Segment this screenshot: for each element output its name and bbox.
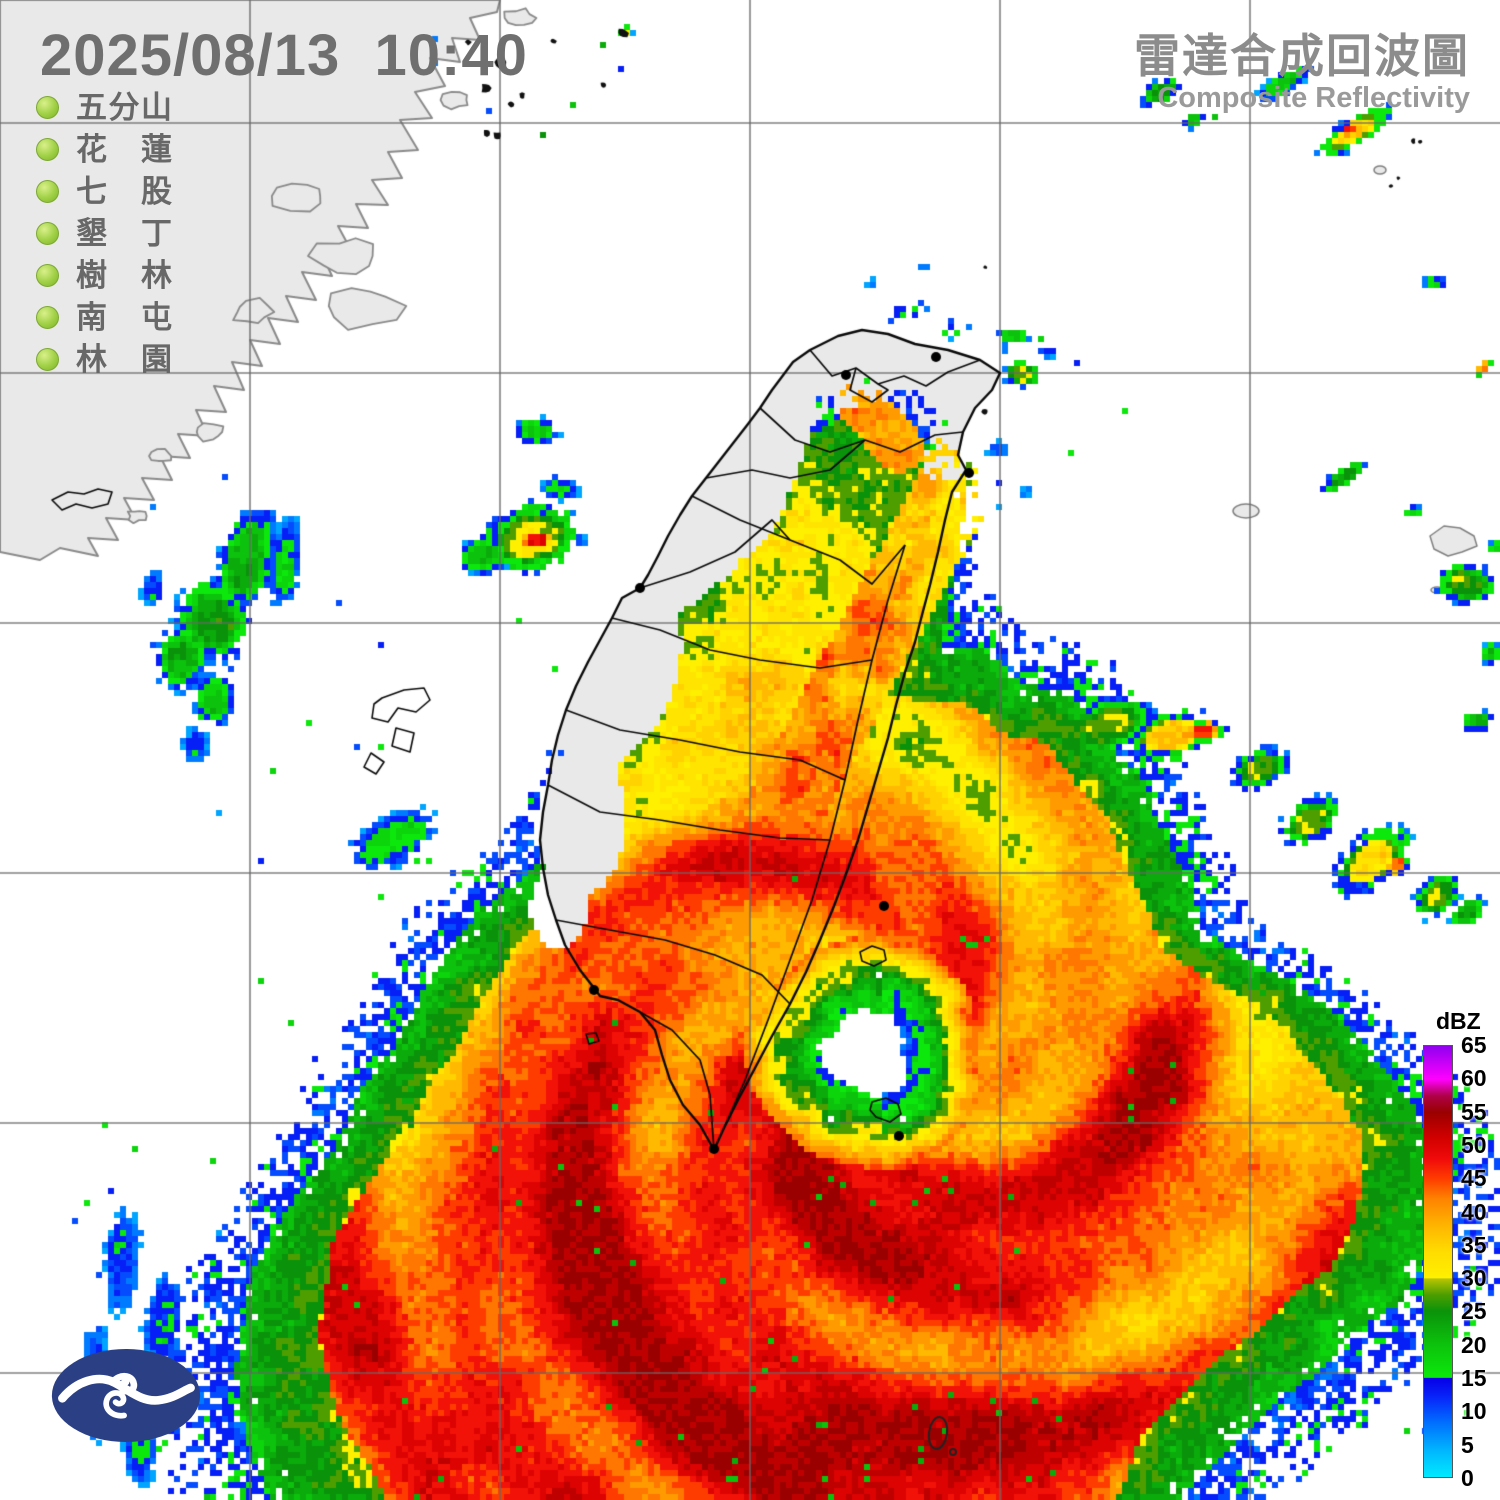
radar-map-canvas: [0, 0, 1500, 1500]
radar-composite-view: 2025/08/13 10:40 雷達合成回波圖 Composite Refle…: [0, 0, 1500, 1500]
